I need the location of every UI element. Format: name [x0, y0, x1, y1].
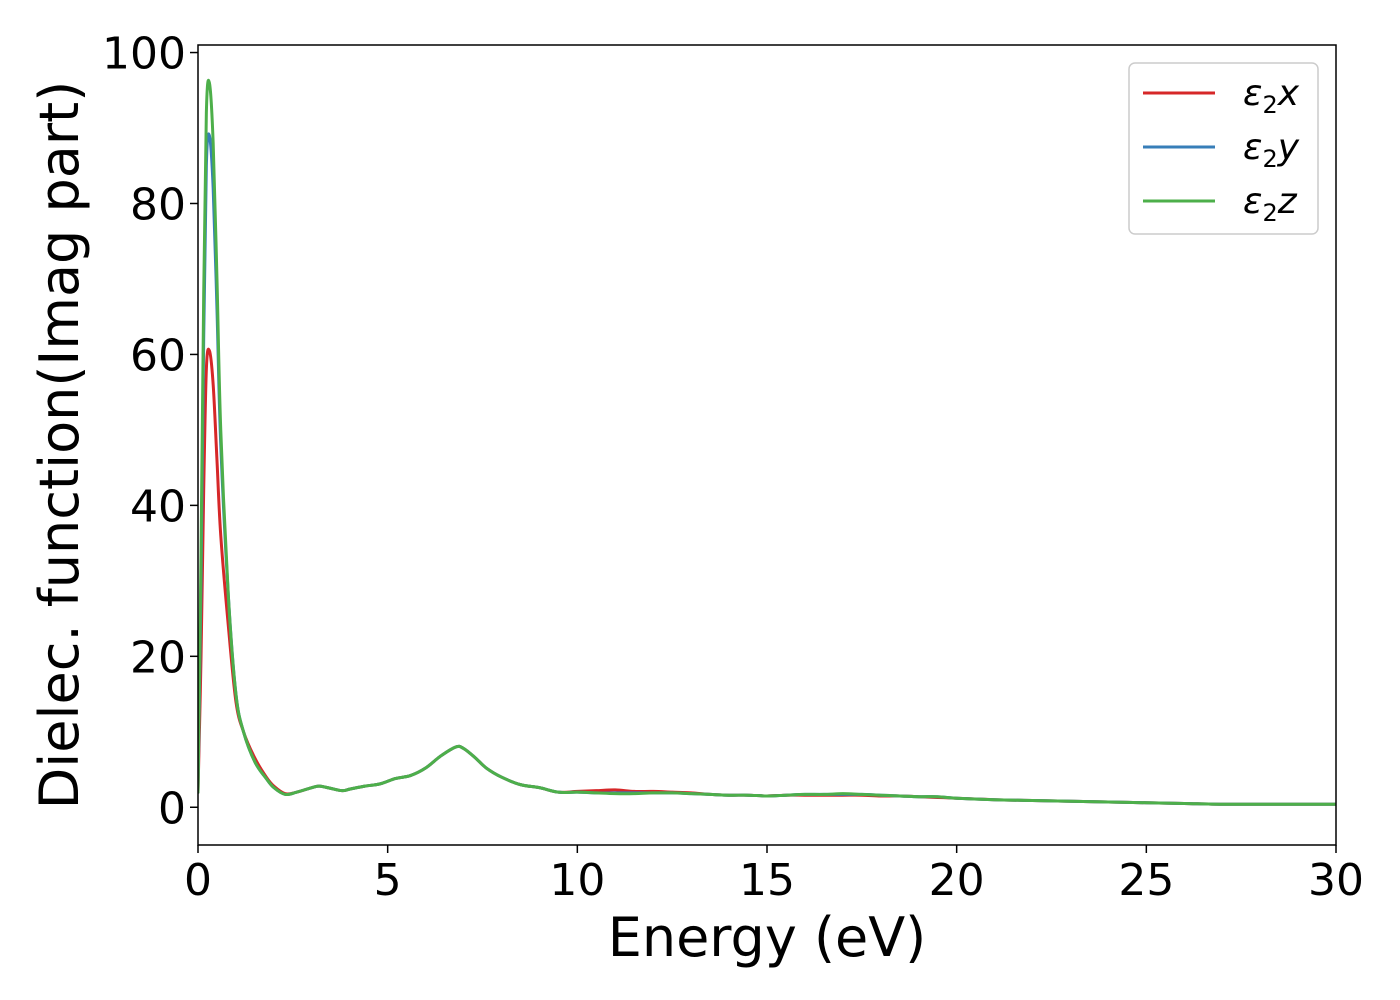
x-tick-label: 0	[184, 855, 212, 906]
x-tick-label: 20	[929, 855, 985, 906]
legend-entry-z: ε2z	[1143, 181, 1298, 227]
x-tick-label: 10	[549, 855, 605, 906]
legend: ε2x ε2y ε2z	[1128, 62, 1319, 235]
series-line-z	[198, 78, 1336, 806]
x-tick-label: 5	[374, 855, 402, 906]
y-tick-label: 0	[158, 783, 186, 834]
legend-entry-x: ε2x	[1143, 73, 1300, 119]
y-tick-label: 20	[130, 632, 186, 683]
series-layer	[198, 78, 1336, 806]
y-tick-label: 100	[102, 29, 186, 80]
y-tick-label: 80	[130, 179, 186, 230]
y-tick-label: 40	[130, 481, 186, 532]
legend-label: ε2z	[1243, 181, 1298, 227]
x-axis-title: Energy (eV)	[608, 906, 927, 969]
legend-label: ε2y	[1243, 127, 1300, 173]
legend-label: ε2x	[1243, 73, 1300, 119]
x-tick-label: 25	[1118, 855, 1174, 906]
legend-box	[1128, 62, 1319, 235]
y-tick-label: 60	[130, 330, 186, 381]
legend-entry-y: ε2y	[1143, 127, 1300, 173]
legend-entries: ε2x ε2y ε2z	[1143, 73, 1300, 227]
x-axis-ticks: 0 5 10 15 20 25 30	[184, 845, 1364, 906]
y-axis-title: Dielec. function(Imag part)	[28, 81, 91, 810]
y-axis-ticks: 0 20 40 60 80 100	[102, 29, 198, 834]
x-tick-label: 30	[1308, 855, 1364, 906]
x-tick-label: 15	[739, 855, 795, 906]
